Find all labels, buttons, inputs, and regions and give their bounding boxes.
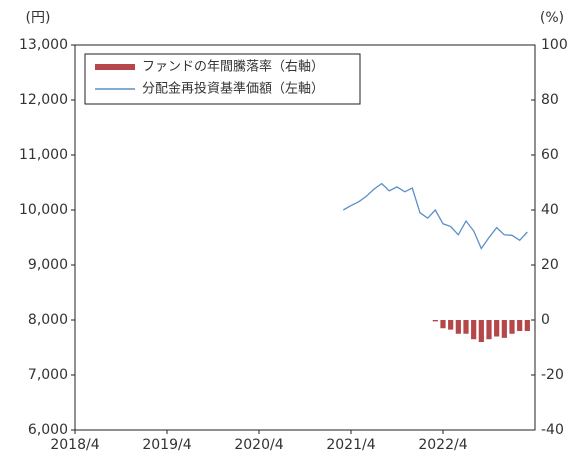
y-tick-label: 8,000 [28,312,68,328]
y2-tick-label: 60 [541,147,559,163]
legend-label: ファンドの年間騰落率（右軸） [142,59,324,75]
legend-swatch [95,64,135,70]
bar [494,320,500,337]
y-tick-label: 12,000 [19,92,68,108]
legend-box [84,53,361,105]
y2-tick-label: 40 [541,202,559,218]
y2-tick-label: 80 [541,92,559,108]
x-tick-label: 2022/4 [418,437,467,453]
y2-tick-label: 100 [541,37,568,53]
bar [448,320,454,330]
y2-unit: (%) [540,10,564,26]
y2-tick-label: 0 [541,312,550,328]
bar [463,320,469,334]
bar [524,320,530,331]
bar [455,320,461,334]
y-tick-label: 7,000 [28,367,68,383]
y-unit: (円) [26,10,51,26]
y-tick-label: 11,000 [19,147,68,163]
x-tick-label: 2020/4 [234,437,283,453]
x-tick-label: 2018/4 [50,437,99,453]
y2-tick-label: 20 [541,257,559,273]
y-tick-label: 10,000 [19,202,68,218]
bar [501,320,507,338]
bar [471,320,477,340]
bar [440,320,446,329]
y-tick-label: 13,000 [19,37,68,53]
y2-tick-label: -20 [541,367,564,383]
legend-label: 分配金再投資基準価額（左軸） [142,81,324,97]
y2-tick-label: -40 [541,422,564,438]
x-tick-label: 2019/4 [142,437,191,453]
bar [509,320,515,334]
x-tick-label: 2021/4 [326,437,375,453]
bar [432,320,438,322]
bar [517,320,523,331]
y-tick-label: 6,000 [28,422,68,438]
line [342,182,528,250]
bar [478,320,484,342]
y-tick-label: 9,000 [28,257,68,273]
bar [486,320,492,340]
plot-frame [74,44,536,431]
